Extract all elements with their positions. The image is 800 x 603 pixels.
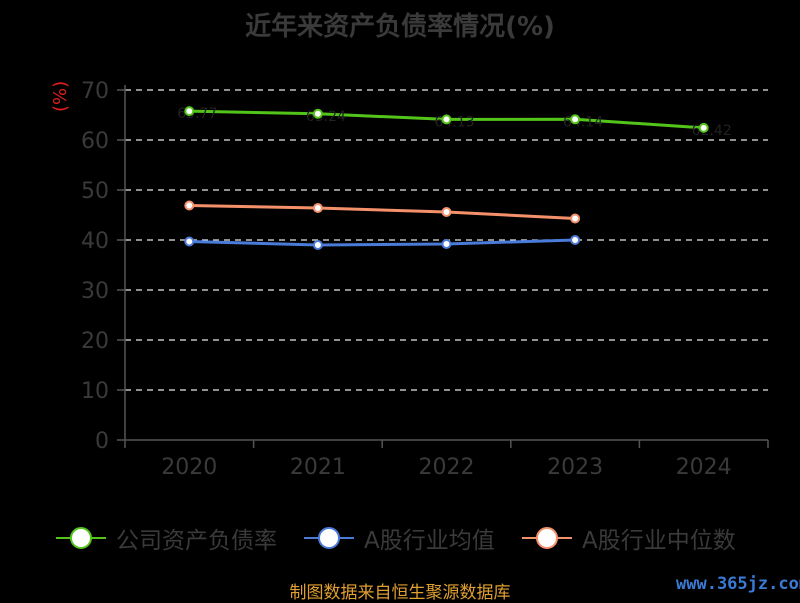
data-point [698,122,709,133]
data-point [184,200,195,211]
y-tick-label: 20 [81,329,109,354]
data-point [570,213,581,224]
x-tick-label: 2022 [419,455,475,480]
x-tick-label: 2024 [676,455,732,480]
data-source-footer: 制图数据来自恒生聚源数据库 [289,583,511,603]
watermark: www.365jz.com [676,574,800,594]
data-label: 65.24 [306,109,346,125]
data-label: 64.14 [563,114,603,130]
y-tick-label: 70 [81,79,109,104]
legend-label: A股行业中位数 [582,528,736,554]
legend-marker-icon [304,527,354,549]
series-line-1 [189,238,576,247]
legend-item-industry-mean[interactable]: A股行业均值 [304,518,495,558]
x-tick-label: 2021 [290,455,346,480]
x-tick-label: 2023 [547,455,603,480]
y-tick-label: 30 [81,279,109,304]
legend-label: 公司资产负债率 [116,528,277,554]
y-tick-label: 0 [95,429,109,454]
data-point [570,114,581,125]
data-point [441,114,452,125]
x-tick-label: 2020 [161,455,217,480]
data-point [441,207,452,217]
y-tick-label: 40 [81,229,109,254]
chart-title: 近年来资产负债率情况(%) [245,12,555,42]
data-label: 62.42 [692,123,732,139]
data-point [570,235,581,245]
legend: 公司资产负债率 A股行业均值 A股行业中位数 [0,518,800,558]
series-line-2 [189,204,576,220]
data-point [184,236,195,247]
data-point [441,239,452,249]
y-tick-label: 60 [81,129,109,154]
legend-item-industry-median[interactable]: A股行业中位数 [522,518,736,558]
data-point [312,108,323,119]
legend-item-company[interactable]: 公司资产负债率 [56,518,277,558]
legend-label: A股行业均值 [364,528,495,554]
legend-marker-icon [522,527,572,549]
data-point [184,106,195,117]
data-label: 64.13 [434,114,474,130]
data-label: 65.77 [177,106,217,122]
legend-marker-icon [56,527,106,549]
data-point [312,240,323,250]
y-tick-label: 50 [81,179,109,204]
data-point [312,203,323,213]
y-tick-label: 10 [81,379,109,404]
